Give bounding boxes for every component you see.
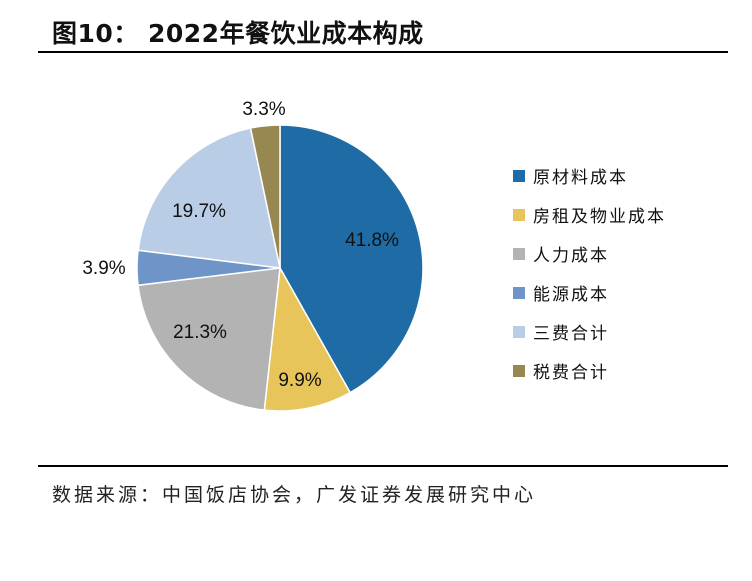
slice-value-label: 3.3% (242, 99, 285, 120)
slice-value-label: 9.9% (278, 370, 321, 391)
legend-label: 原材料成本 (533, 168, 628, 188)
legend-label: 人力成本 (533, 246, 609, 266)
title-divider (38, 51, 728, 53)
legend-label: 能源成本 (533, 285, 609, 305)
legend-label: 房租及物业成本 (533, 207, 666, 227)
pie-slice (137, 127, 281, 269)
legend-item: 房租及物业成本 (513, 195, 733, 234)
legend-swatch (513, 208, 525, 221)
legend-label: 税费合计 (533, 363, 609, 383)
legend-swatch (513, 169, 525, 182)
slice-value-label: 19.7% (172, 201, 226, 222)
legend-swatch (513, 364, 525, 377)
slice-value-label: 41.8% (345, 230, 399, 251)
legend-label: 三费合计 (533, 324, 609, 344)
pie-slice (137, 267, 281, 411)
source-note: 数据来源：中国饭店协会，广发证券发展研究中心 (52, 484, 537, 506)
slice-value-label: 21.3% (173, 322, 227, 343)
legend-swatch (513, 325, 525, 338)
legend-item: 原材料成本 (513, 156, 733, 195)
legend-item: 三费合计 (513, 312, 733, 351)
legend-swatch (513, 286, 525, 299)
legend-item: 人力成本 (513, 234, 733, 273)
pie-slice (249, 124, 281, 269)
figure-title: 图10： 2022年餐饮业成本构成 (52, 19, 424, 48)
pie-slice (263, 265, 352, 412)
legend-swatch (513, 247, 525, 260)
pie-slice (279, 124, 424, 394)
source-divider (38, 465, 728, 467)
chart-legend: 原材料成本房租及物业成本 人力成本能源成本三费合计税费合计 (513, 156, 733, 390)
legend-item: 能源成本 (513, 273, 733, 312)
legend-item: 税费合计 (513, 351, 733, 390)
slice-value-label: 3.9% (82, 258, 125, 279)
